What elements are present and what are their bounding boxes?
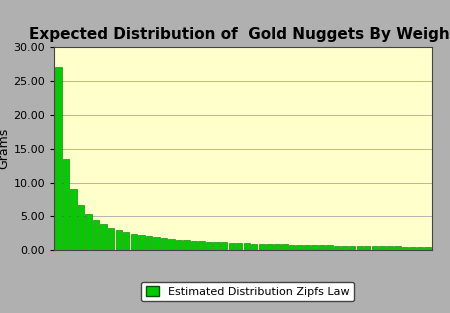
Bar [402, 247, 408, 250]
Title: Expected Distribution of  Gold Nuggets By Weight: Expected Distribution of Gold Nuggets By… [29, 27, 450, 42]
Bar [153, 237, 160, 250]
Bar [123, 232, 130, 250]
Bar [379, 246, 386, 250]
Bar [319, 245, 325, 250]
Bar [100, 224, 107, 250]
Bar [281, 244, 288, 250]
Y-axis label: Grams: Grams [0, 128, 10, 169]
Bar [243, 244, 250, 250]
Bar [274, 244, 280, 250]
Bar [206, 242, 212, 250]
Bar [213, 242, 220, 250]
Bar [334, 246, 340, 250]
Bar [108, 228, 114, 250]
Bar [289, 245, 295, 250]
Bar [296, 245, 303, 250]
Bar [229, 243, 235, 250]
Bar [168, 239, 175, 250]
Bar [356, 246, 363, 250]
Bar [70, 189, 77, 250]
Bar [326, 245, 333, 250]
Bar [364, 246, 370, 250]
Bar [394, 246, 400, 250]
Legend: Estimated Distribution Zipfs Law: Estimated Distribution Zipfs Law [141, 282, 354, 301]
Bar [251, 244, 257, 250]
Bar [417, 247, 423, 250]
Bar [424, 247, 431, 250]
Bar [161, 238, 167, 250]
Bar [387, 246, 393, 250]
Bar [176, 240, 182, 250]
Bar [259, 244, 265, 250]
Bar [138, 235, 144, 250]
Bar [191, 241, 197, 250]
Bar [183, 240, 190, 250]
Bar [221, 243, 227, 250]
Bar [130, 234, 137, 250]
Bar [372, 246, 378, 250]
Bar [349, 246, 356, 250]
Bar [311, 245, 318, 250]
Bar [236, 243, 243, 250]
Bar [86, 214, 92, 250]
Bar [198, 241, 205, 250]
Bar [116, 230, 122, 250]
Bar [409, 247, 416, 250]
Bar [55, 67, 62, 250]
Bar [93, 220, 99, 250]
Bar [304, 245, 310, 250]
Bar [63, 159, 69, 250]
Bar [342, 246, 348, 250]
Bar [266, 244, 273, 250]
Bar [78, 205, 84, 250]
Bar [146, 236, 152, 250]
